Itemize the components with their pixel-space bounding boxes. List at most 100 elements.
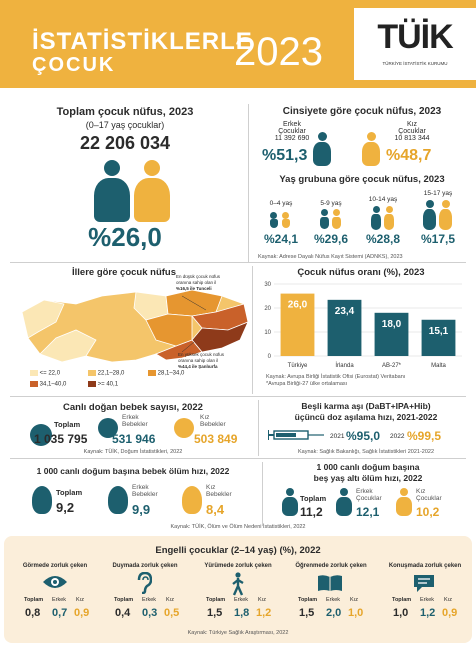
syringe-icon xyxy=(268,430,324,440)
bar-chart-svg: 0 10 20 30 26,0 Türkiye 23,4 İrlanda 18,0 AB-27* 1… xyxy=(264,282,462,369)
legend-item: 34,1–40,0 xyxy=(30,381,66,388)
disability-female: 0,5 xyxy=(164,607,180,619)
disability-total: 0,4 xyxy=(115,607,131,619)
gender-male-value: 11 392 690 xyxy=(274,135,310,142)
gender-female-value: 10 813 344 xyxy=(394,135,430,142)
gender-female-label-2: Çocuklar xyxy=(398,128,426,135)
chart-source-1: Kaynak: Avrupa Birliği İstatistik Ofisi … xyxy=(266,374,406,380)
disability-female: 1,2 xyxy=(256,607,272,619)
disability-panel xyxy=(4,536,472,643)
under5-female-label-2: Çocuklar xyxy=(416,495,442,502)
bar xyxy=(374,312,409,356)
vaccine-title: Beşli karma aşı (DaBT+IPA+Hib) üçüncü do… xyxy=(262,401,470,423)
disability-male: 2,0 xyxy=(326,607,342,619)
map-high-note-2: oranına sahip olan il xyxy=(178,358,219,363)
map-low-note-1: En düşük çocuk nüfus xyxy=(176,274,221,279)
y-tick-label: 0 xyxy=(268,354,272,360)
births-male-value: 531 946 xyxy=(112,432,156,446)
bar xyxy=(327,299,362,356)
infant-total-label: Toplam xyxy=(56,488,83,497)
col-male: Erkek xyxy=(420,597,435,603)
col-total: Toplam xyxy=(392,597,412,603)
age-group-3: 10-14 yaş %28,8 xyxy=(356,196,410,252)
bar-value-label: 15,1 xyxy=(429,326,449,337)
gender-female-label-1: Kız xyxy=(406,121,418,128)
legend-label: 28,1–34,0 xyxy=(157,370,185,377)
baby-icon xyxy=(30,424,52,446)
map-high-note: En yüksek çocuk nüfus oranına sahip olan… xyxy=(178,352,224,370)
disability-male: 1,8 xyxy=(234,607,250,619)
children-icon xyxy=(320,209,342,229)
age-group-value: %24,1 xyxy=(263,232,299,246)
bar xyxy=(280,293,315,356)
age-group-4: 15-17 yaş %17,5 xyxy=(410,190,466,252)
chart-title: Çocuk nüfus oranı (%), 2023 xyxy=(297,267,425,278)
age-group-2: 5-9 yaş %29,6 xyxy=(306,200,356,252)
total-subtitle: (0–17 yaş çocuklar) xyxy=(85,120,165,130)
col-female: Kız xyxy=(350,597,358,603)
infant-female-label-1: Kız xyxy=(206,484,216,491)
y-tick-label: 10 xyxy=(264,330,271,336)
map-low-note-2: oranına sahip olan il xyxy=(176,280,217,285)
infant-female-label: Kız Bebekler xyxy=(206,484,232,498)
infant-male-label-2: Bebekler xyxy=(132,491,158,498)
baby-boy-icon xyxy=(98,418,118,438)
vaccine-title-1: Beşli karma aşı (DaBT+IPA+Hib) xyxy=(301,401,431,411)
child-icon xyxy=(282,488,298,516)
map-legend: <= 22,0 22,1–28,0 28,1–34,0 34,1–40,0 >=… xyxy=(30,370,230,394)
total-percent: %26,0 xyxy=(88,222,162,252)
boy-icon xyxy=(336,488,352,516)
bar-value-label: 26,0 xyxy=(288,300,308,311)
col-female: Kız xyxy=(166,597,174,603)
disability-label: Konuşmada zorluk çeken xyxy=(388,563,462,569)
walking-icon xyxy=(232,572,244,596)
divider xyxy=(10,396,466,397)
teens-icon xyxy=(423,200,453,230)
births-total-label: Toplam xyxy=(54,420,81,429)
under5-total-value: 11,2 xyxy=(300,505,323,519)
title-line-1: İSTATİSTİKLERLE xyxy=(32,28,253,55)
map-low-note: En düşük çocuk nüfus oranına sahip olan … xyxy=(176,274,220,292)
disability-label: Öğrenmede zorluk çeken xyxy=(295,563,367,569)
col-female: Kız xyxy=(76,597,84,603)
col-female: Kız xyxy=(444,597,452,603)
col-total: Toplam xyxy=(206,597,226,603)
disability-female: 1,0 xyxy=(348,607,364,619)
divider xyxy=(10,458,466,459)
x-category-label: AB-27* xyxy=(382,363,402,369)
births-total-value: 1 035 795 xyxy=(34,432,88,446)
legend-label: <= 22,0 xyxy=(39,370,61,377)
vaccine-year-2021: 2021 xyxy=(330,433,345,440)
speech-bubble-icon xyxy=(414,575,434,592)
girl-icon xyxy=(396,488,412,516)
legend-item: 22,1–28,0 xyxy=(88,370,124,377)
age-title: Yaş grubuna göre çocuk nüfus, 2023 xyxy=(279,174,445,185)
x-category-label: Türkiye xyxy=(288,363,308,369)
mortality-source: Kaynak: TÜİK, Ölüm ve Ölüm Nedeni İstati… xyxy=(170,524,306,530)
vaccine-value-2022: %99,5 xyxy=(407,429,442,443)
legend-item: >= 40,1 xyxy=(88,381,118,388)
map-low-note-3: %16,5 ile Tunceli xyxy=(176,286,212,291)
age-group-value: %29,6 xyxy=(313,232,349,246)
vaccine-title-2: üçüncü doz aşılama hızı, 2021-2022 xyxy=(294,412,438,422)
disability-label: Yürümede zorluk çeken xyxy=(204,563,272,569)
map-high-note-1: En yüksek çocuk nüfus xyxy=(178,352,225,357)
disability-male: 0,3 xyxy=(142,607,158,619)
gender-title: Cinsiyete göre çocuk nüfus, 2023 xyxy=(282,106,442,117)
infant-title: 1 000 canlı doğum başına bebek ölüm hızı… xyxy=(36,466,230,476)
baby-icon xyxy=(32,486,52,514)
infant-female-label-2: Bebekler xyxy=(206,491,232,498)
under5-female-value: 10,2 xyxy=(416,505,440,519)
tuik-logo-subtitle: TÜRKİYE İSTATİSTİK KURUMU xyxy=(382,61,448,66)
legend-label: 34,1–40,0 xyxy=(39,381,67,388)
infant-male-value: 9,9 xyxy=(132,502,151,517)
disability-source: Kaynak: Türkiye Sağlık Araştırması, 2022 xyxy=(187,630,289,636)
age-group-1: 0–4 yaş %24,1 xyxy=(256,200,306,252)
header-banner: İSTATİSTİKLERLE ÇOCUK 2023 TÜİK TÜRKİYE … xyxy=(0,0,476,88)
disability-item-hearing: Duymada zorluk çeken Toplam Erkek Kız 0,… xyxy=(100,563,190,627)
age-group-value: %17,5 xyxy=(420,232,456,246)
legend-item: <= 22,0 xyxy=(30,370,60,377)
under5-male-value: 12,1 xyxy=(356,505,380,519)
map-high-note-3: %44,4 ile Şanlıurfa xyxy=(178,364,218,369)
under5-title-1: 1 000 canlı doğum başına xyxy=(316,462,420,472)
